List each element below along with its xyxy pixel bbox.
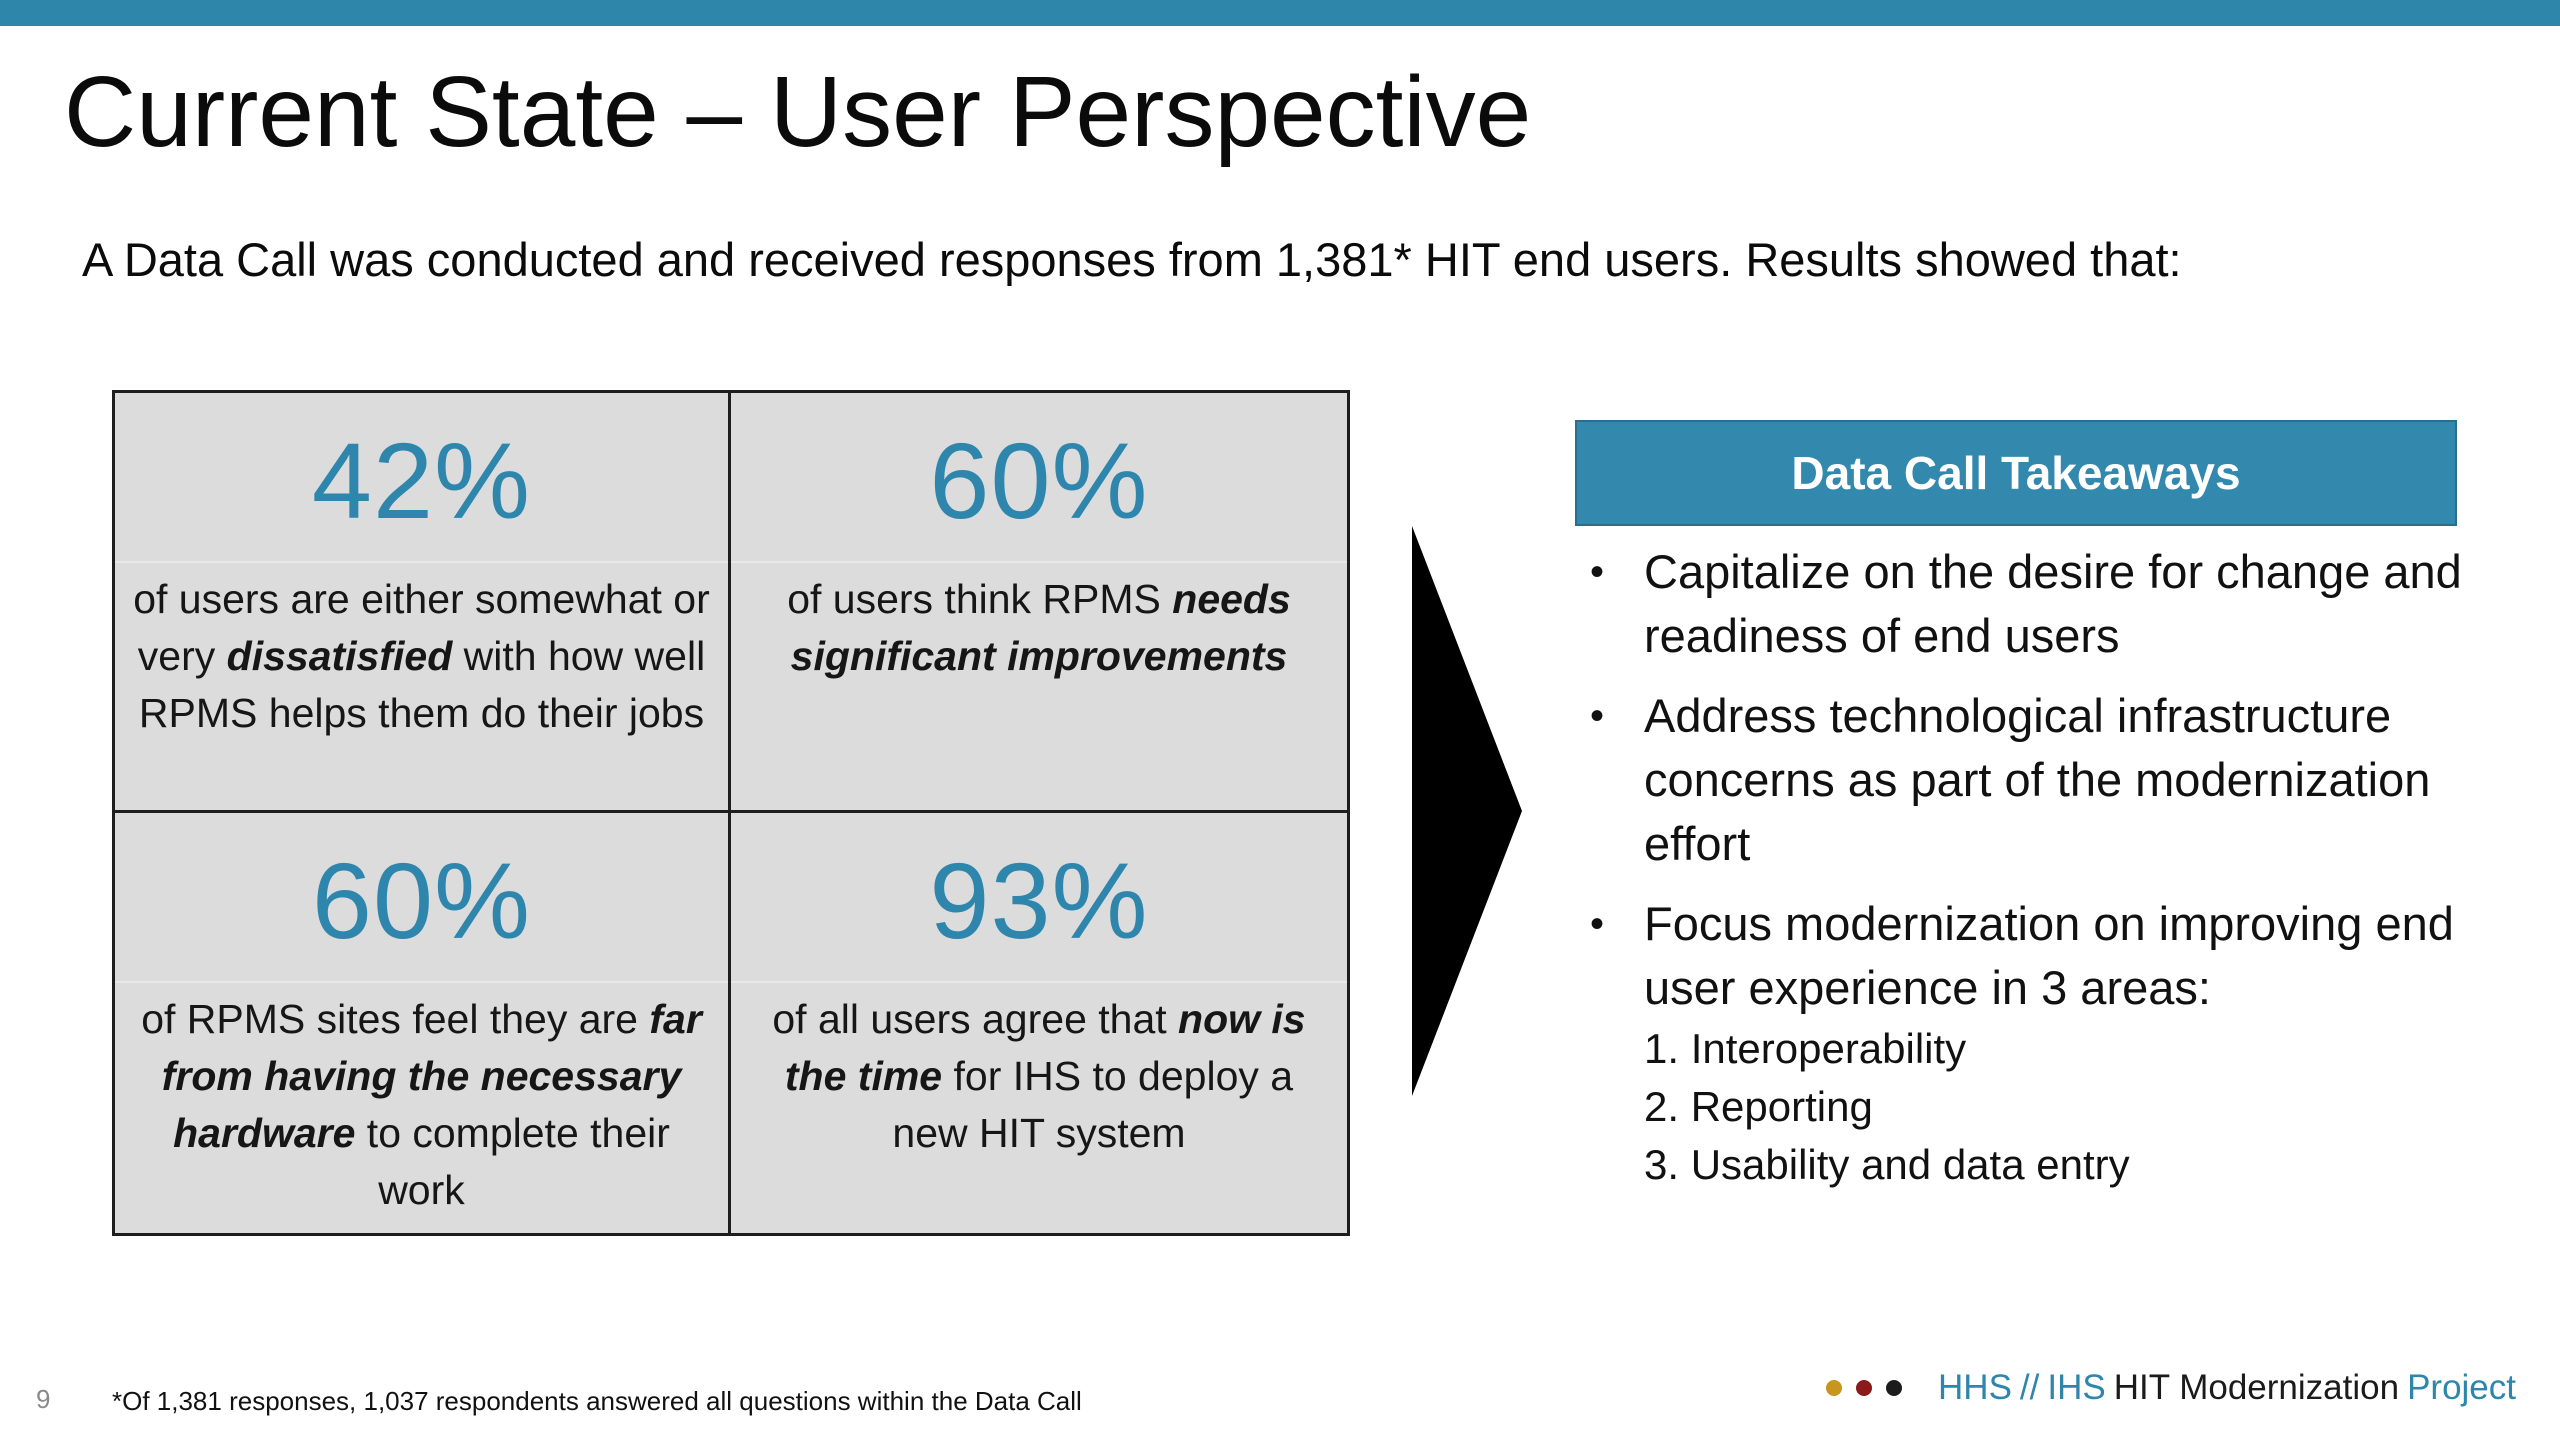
list-item: • Focus modernization on improving end u…: [1590, 892, 2490, 1194]
takeaway-text: Capitalize on the desire for change and …: [1644, 545, 2462, 662]
stat-value: 60%: [731, 393, 1347, 563]
brand-separator: //: [2019, 1368, 2040, 1407]
bullet-icon: •: [1590, 902, 1605, 946]
focus-area-item: 1. Interoperability: [1644, 1025, 1967, 1072]
stat-description: of users are either somewhat or very dis…: [133, 576, 710, 736]
stat-value: 42%: [115, 393, 728, 563]
top-accent-bar: [0, 0, 2560, 26]
list-item: • Address technological infrastructure c…: [1590, 684, 2490, 876]
brand-hhs: HHS: [1938, 1368, 2012, 1407]
stat-cell: 42% of users are either somewhat or very…: [115, 393, 731, 813]
takeaway-text: Focus modernization on improving end use…: [1644, 897, 2454, 1014]
brand-hit-modernization: HIT Modernization: [2113, 1368, 2400, 1407]
focus-area-item: 3. Usability and data entry: [1644, 1141, 2130, 1188]
takeaways-list: • Capitalize on the desire for change an…: [1590, 540, 2490, 1210]
list-item: • Capitalize on the desire for change an…: [1590, 540, 2490, 668]
stats-grid: 42% of users are either somewhat or very…: [112, 390, 1350, 1236]
bullet-icon: •: [1590, 550, 1605, 594]
stat-description: of RPMS sites feel they are far from hav…: [141, 996, 702, 1213]
brand-ihs: IHS: [2047, 1368, 2106, 1407]
focus-areas-list: 1. Interoperability 2. Reporting 3. Usab…: [1644, 1020, 2490, 1194]
takeaways-header: Data Call Takeaways: [1575, 420, 2457, 526]
brand-project: Project: [2407, 1368, 2516, 1407]
brand-dot-red: [1856, 1380, 1873, 1396]
stat-value: 93%: [731, 813, 1347, 983]
intro-text: A Data Call was conducted and received r…: [82, 233, 2182, 286]
stat-cell: 60% of users think RPMS needs significan…: [731, 393, 1347, 813]
stat-cell: 93% of all users agree that now is the t…: [731, 813, 1347, 1233]
brand-dot-gold: [1826, 1380, 1843, 1396]
page-number: 9: [36, 1384, 51, 1414]
stat-value: 60%: [115, 813, 728, 983]
stat-cell: 60% of RPMS sites feel they are far from…: [115, 813, 731, 1233]
bullet-icon: •: [1590, 694, 1605, 738]
stat-description: of all users agree that now is the time …: [772, 996, 1306, 1156]
takeaway-text: Address technological infrastructure con…: [1644, 689, 2431, 870]
footnote: *Of 1,381 responses, 1,037 respondents a…: [112, 1386, 1082, 1416]
stat-description: of users think RPMS needs significant im…: [787, 576, 1291, 679]
focus-area-item: 2. Reporting: [1644, 1083, 1873, 1130]
brand-dots-icon: [1826, 1380, 1908, 1396]
brand-dot-black: [1886, 1380, 1903, 1396]
slide-title: Current State – User Perspective: [64, 56, 1532, 168]
footer-brand: HHS // IHS HIT Modernization Project: [1826, 1364, 2516, 1412]
chevron-right-arrow-icon: [1412, 526, 1522, 1096]
